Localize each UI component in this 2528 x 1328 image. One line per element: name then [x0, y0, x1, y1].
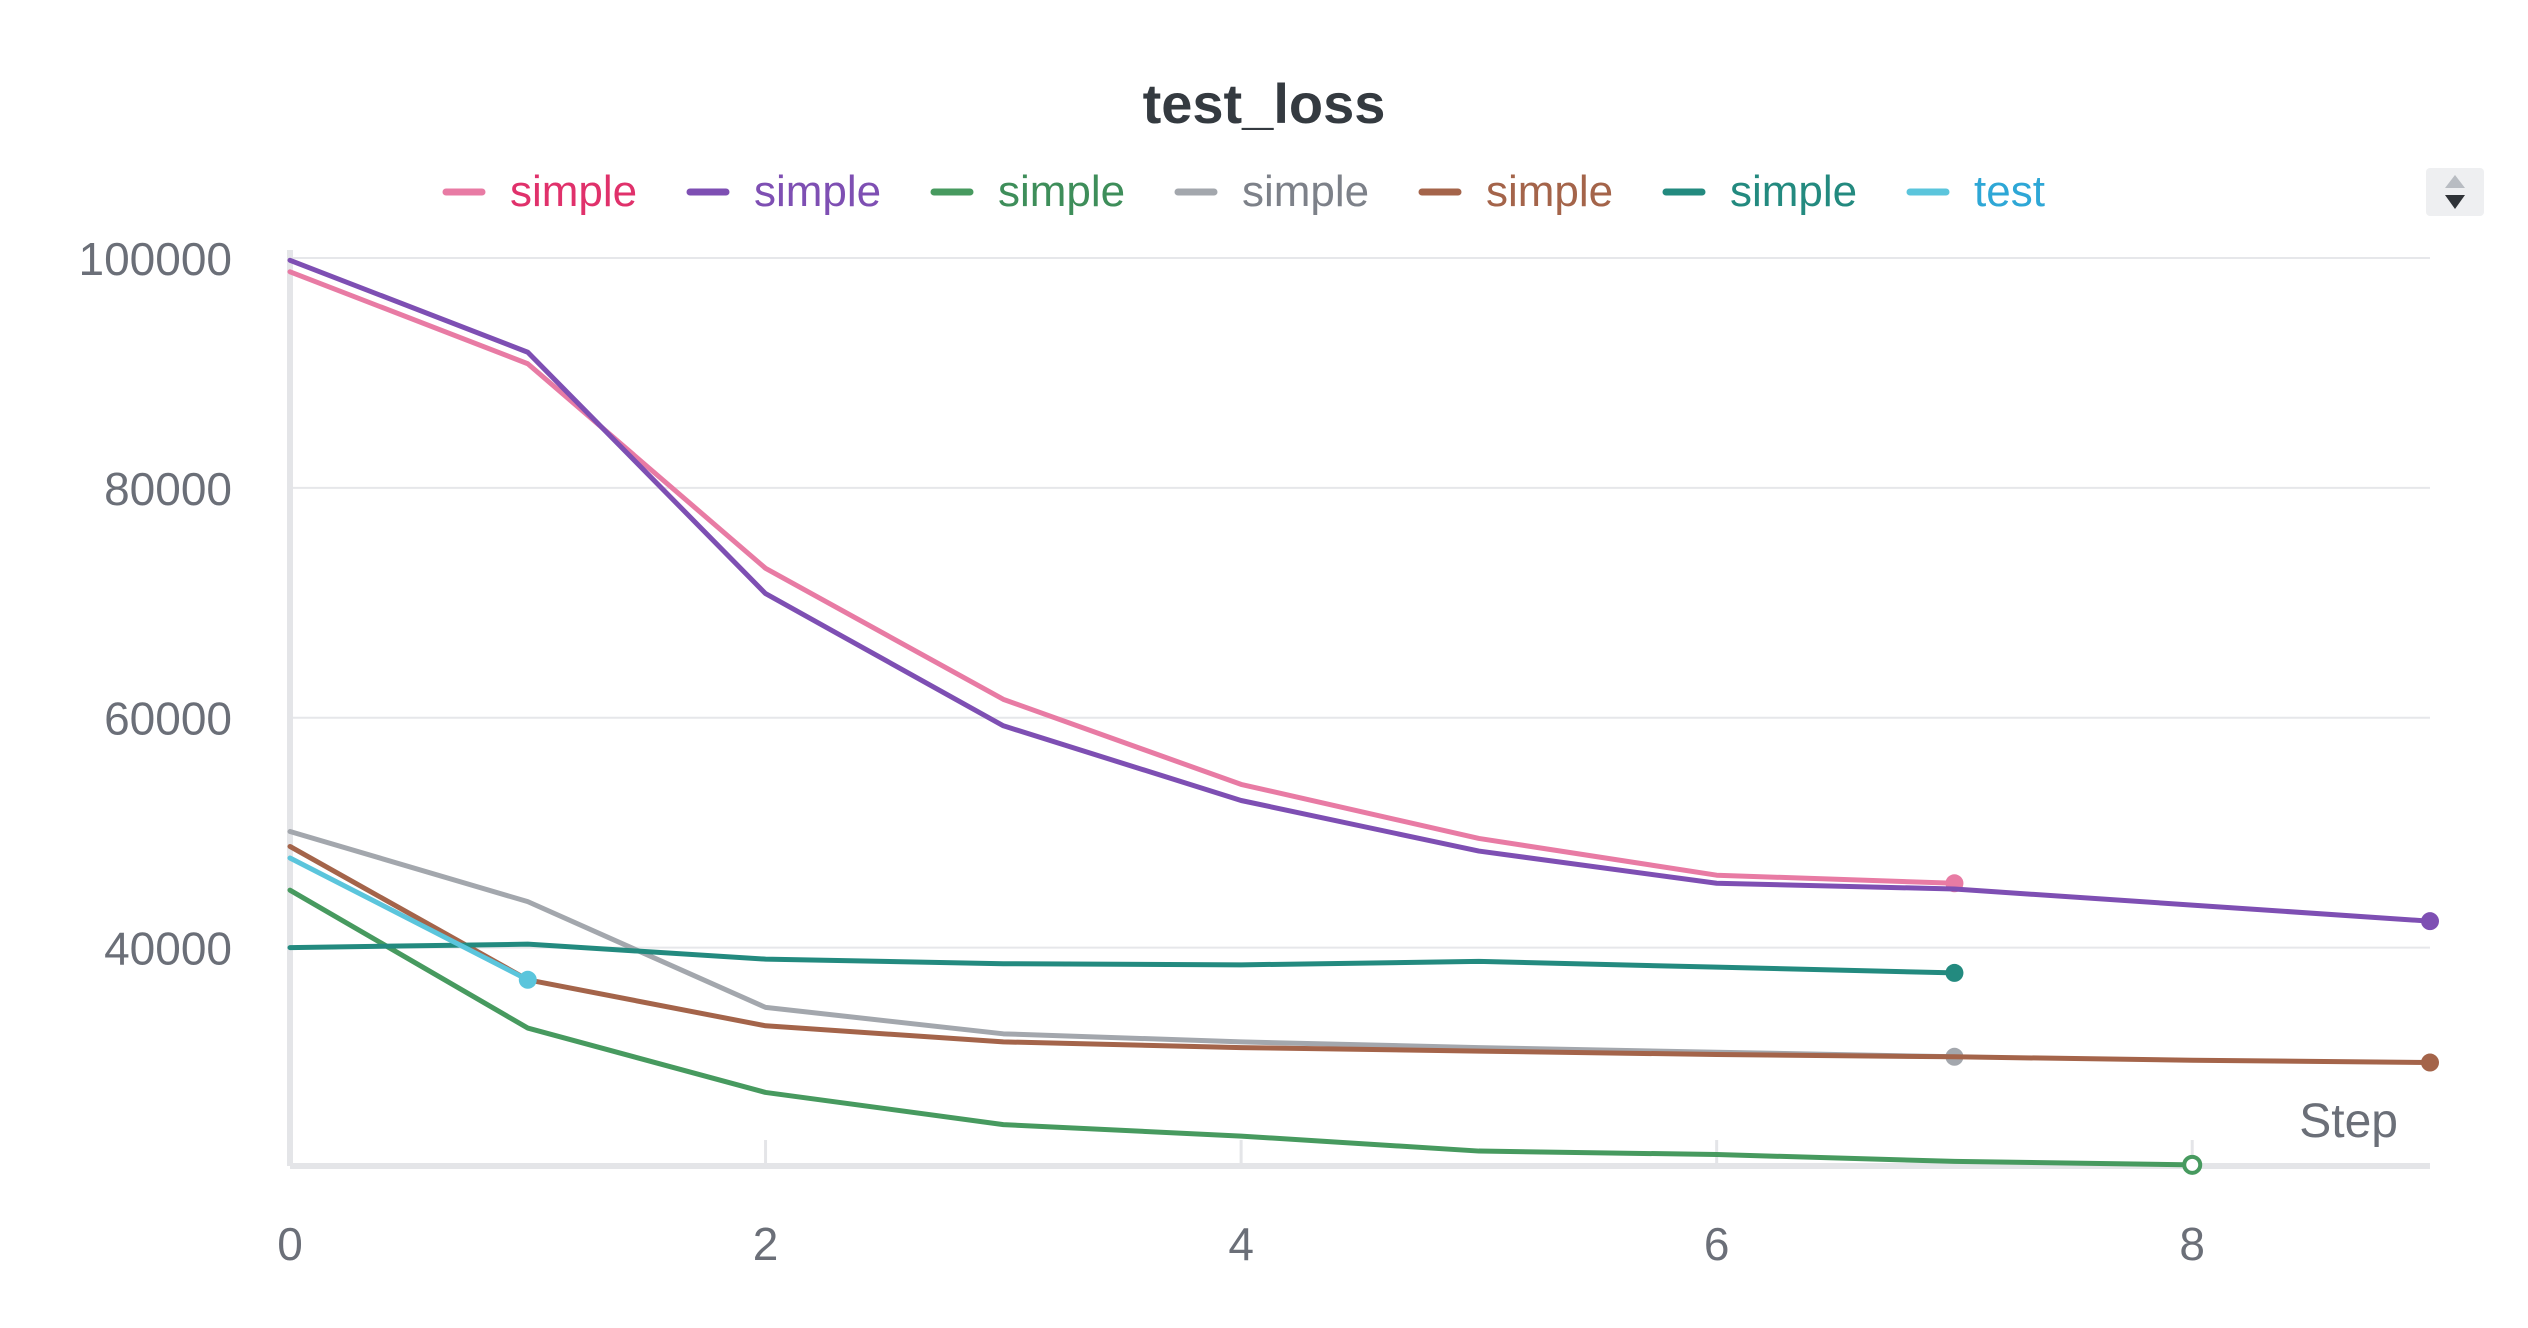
legend: simple simple simple simple simple simple test	[442, 167, 2045, 216]
legend-label: simple	[1486, 167, 1613, 216]
x-axis: 0 2 4 6 8	[277, 1140, 2430, 1270]
x-tick-label: 0	[277, 1218, 303, 1270]
x-axis-label: Step	[2299, 1095, 2398, 1148]
y-tick-label: 100000	[79, 233, 233, 285]
y-tick-label: 60000	[104, 693, 232, 745]
chart-title: test_loss	[1143, 72, 1386, 135]
series-end-marker[interactable]	[518, 970, 537, 989]
x-tick-label: 4	[1228, 1218, 1254, 1270]
legend-item[interactable]: simple	[1418, 167, 1613, 216]
chevron-down-icon[interactable]	[2445, 195, 2465, 209]
x-tick-label: 6	[1704, 1218, 1730, 1270]
legend-label: test	[1974, 167, 2045, 216]
legend-scroll-button[interactable]	[2426, 168, 2484, 216]
x-tick-label: 8	[2179, 1218, 2205, 1270]
grid-lines	[290, 257, 2430, 949]
legend-label: simple	[1242, 167, 1369, 216]
series-line[interactable]	[287, 941, 1957, 976]
legend-label: simple	[510, 167, 637, 216]
legend-label: simple	[1730, 167, 1857, 216]
legend-item[interactable]: simple	[1174, 167, 1369, 216]
legend-label: simple	[754, 167, 881, 216]
series-layer	[287, 257, 2439, 1175]
y-tick-label: 40000	[104, 923, 232, 975]
series-end-marker[interactable]	[2421, 1053, 2439, 1072]
legend-item[interactable]: simple	[442, 167, 637, 216]
series-end-marker[interactable]	[2182, 1154, 2203, 1175]
series-end-marker[interactable]	[1945, 963, 1964, 982]
series-end-marker[interactable]	[2421, 912, 2439, 931]
series-line[interactable]	[287, 257, 2433, 924]
chevron-up-icon[interactable]	[2445, 175, 2465, 188]
series-line[interactable]	[287, 843, 2433, 1066]
y-tick-label: 80000	[104, 463, 232, 515]
series-line[interactable]	[287, 855, 531, 983]
legend-item[interactable]: simple	[1662, 167, 1857, 216]
x-tick-label: 2	[753, 1218, 779, 1270]
legend-item[interactable]: test	[1906, 167, 2045, 216]
legend-label: simple	[998, 167, 1125, 216]
series-line[interactable]	[287, 887, 2195, 1168]
legend-item[interactable]: simple	[686, 167, 881, 216]
y-axis: 40000 60000 80000 100000	[79, 233, 293, 1166]
legend-item[interactable]: simple	[930, 167, 1125, 216]
series-line[interactable]	[287, 269, 1957, 886]
